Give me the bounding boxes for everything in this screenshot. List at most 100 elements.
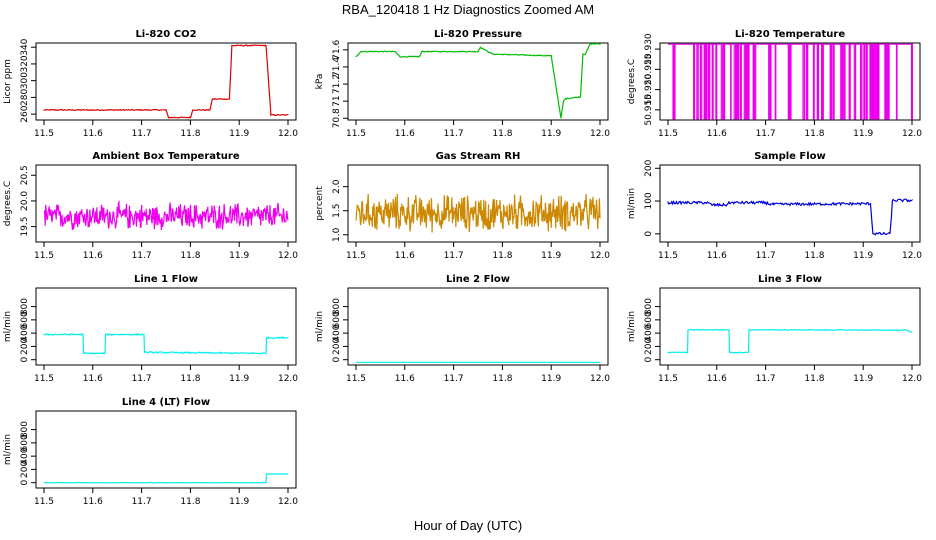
x-tick-label: 11.6 (395, 374, 415, 384)
plot-frame (347, 287, 609, 366)
x-tick-label: 11.5 (34, 497, 54, 507)
x-tick-label: 11.8 (180, 129, 200, 139)
y-tick-label: 1.5 (332, 204, 342, 218)
y-tick-label: 20.5 (20, 165, 30, 185)
x-tick-label: 11.7 (132, 251, 152, 261)
y-tick-label: 200 (20, 461, 30, 478)
y-axis-label: ml/min (3, 311, 13, 342)
y-tick-label: 71.2 (332, 74, 342, 94)
panel-10: Line 4 (LT) Flow ml/min 11.5 11.6 11.7 11.8 11… (3, 397, 298, 507)
panel-title: Line 3 Flow (758, 274, 822, 285)
y-tick-label: 71.4 (332, 57, 342, 77)
panel-8: Line 2 Flow ml/min 11.5 11.6 11.7 11.8 11.9 12.… (315, 274, 610, 384)
panel-title: Li-820 CO2 (135, 29, 196, 40)
y-tick-label: 200 (644, 159, 654, 176)
x-tick-label: 11.9 (229, 497, 249, 507)
x-tick-label: 12.0 (902, 251, 922, 261)
x-tick-label: 12.0 (902, 129, 922, 139)
y-tick-label: 400 (20, 447, 30, 464)
x-tick-label: 11.8 (804, 129, 824, 139)
panel-5: Gas Stream RH percent 11.5 11.6 11.7 11.8 11.9… (315, 151, 610, 261)
y-tick-label: 600 (20, 434, 30, 451)
x-tick-label: 11.7 (132, 129, 152, 139)
y-tick-label: 50.915 (644, 94, 654, 126)
x-tick-label: 11.6 (707, 374, 727, 384)
y-tick-label: 800 (20, 421, 30, 438)
x-tick-label: 12.0 (278, 129, 298, 139)
x-tick-label: 11.8 (180, 251, 200, 261)
x-tick-label: 11.6 (83, 251, 103, 261)
y-tick-label: 2.0 (332, 179, 342, 194)
y-axis-label: ml/min (627, 188, 637, 219)
x-tick-label: 11.7 (444, 251, 464, 261)
x-tick-label: 11.8 (492, 374, 512, 384)
x-tick-label: 11.5 (34, 129, 54, 139)
x-tick-label: 11.7 (444, 374, 464, 384)
x-tick-label: 11.6 (707, 129, 727, 139)
y-tick-label: 260 (20, 105, 30, 122)
series-line (44, 473, 289, 484)
y-tick-label: 0 (20, 357, 30, 363)
plot-frame (659, 287, 921, 366)
x-tick-label: 11.9 (853, 251, 873, 261)
panel-title: Li-820 Pressure (434, 29, 522, 40)
x-tick-label: 11.6 (83, 374, 103, 384)
y-tick-label: 200 (644, 338, 654, 355)
y-axis-label: ml/min (627, 311, 637, 342)
x-tick-label: 11.6 (395, 251, 415, 261)
x-tick-label: 11.7 (444, 129, 464, 139)
y-tick-label: 280 (20, 89, 30, 106)
y-tick-label: 200 (332, 338, 342, 355)
x-tick-label: 11.9 (541, 129, 561, 139)
y-axis-label: degrees.C (3, 181, 13, 226)
x-tick-label: 11.8 (180, 374, 200, 384)
y-tick-label: 50.920 (644, 74, 654, 106)
x-tick-label: 12.0 (278, 497, 298, 507)
x-tick-label: 11.7 (756, 374, 776, 384)
x-tick-label: 11.7 (132, 497, 152, 507)
figure-x-axis-title: Hour of Day (UTC) (413, 518, 523, 533)
panel-3: Li-820 Temperature degrees.C 11.5 11.6 11.7 1… (627, 29, 922, 139)
y-tick-label: 0 (644, 231, 654, 237)
plot-frame (659, 164, 921, 243)
y-axis-label: kPa (315, 74, 325, 90)
panel-title: Sample Flow (754, 151, 826, 162)
panel-title: Gas Stream RH (436, 151, 521, 162)
y-tick-label: 800 (332, 298, 342, 315)
panel-1: Li-820 CO2 Licor ppm 11.5 11.6 11.7 11.8 11.9 1… (3, 29, 298, 139)
x-tick-label: 11.7 (756, 129, 776, 139)
plot-frame (659, 42, 921, 121)
panel-6: Sample Flow ml/min 11.5 11.6 11.7 11.8 11.9 12.… (627, 151, 922, 261)
y-tick-label: 340 (20, 38, 30, 55)
x-tick-label: 11.6 (83, 497, 103, 507)
y-tick-label: 0 (332, 357, 342, 363)
y-tick-label: 200 (20, 338, 30, 355)
x-tick-label: 11.8 (492, 129, 512, 139)
plot-frame (35, 164, 297, 243)
panel-2: Li-820 Pressure kPa 11.5 11.6 11.7 11.8 11.9 12… (315, 29, 610, 139)
y-tick-label: 600 (644, 311, 654, 328)
x-tick-label: 11.5 (658, 251, 678, 261)
y-tick-label: 800 (20, 298, 30, 315)
y-tick-label: 50.925 (644, 54, 654, 86)
x-tick-label: 12.0 (590, 251, 610, 261)
series-line (355, 42, 601, 119)
plot-frame (347, 164, 609, 243)
y-tick-label: 400 (20, 324, 30, 341)
plot-frame (35, 410, 297, 489)
y-tick-label: 20.0 (20, 191, 30, 211)
x-tick-label: 11.9 (229, 374, 249, 384)
y-tick-label: 71 (332, 95, 342, 106)
y-axis-label: ml/min (315, 311, 325, 342)
series-line (667, 328, 913, 354)
panel-title: Line 2 Flow (446, 274, 510, 285)
x-tick-label: 11.8 (804, 374, 824, 384)
y-tick-label: 71.6 (332, 40, 342, 60)
y-tick-label: 600 (20, 311, 30, 328)
y-tick-label: 600 (332, 311, 342, 328)
x-tick-label: 11.7 (756, 251, 776, 261)
y-tick-label: 1.0 (332, 227, 342, 242)
panel-title: Ambient Box Temperature (92, 151, 239, 162)
x-tick-label: 11.9 (853, 129, 873, 139)
